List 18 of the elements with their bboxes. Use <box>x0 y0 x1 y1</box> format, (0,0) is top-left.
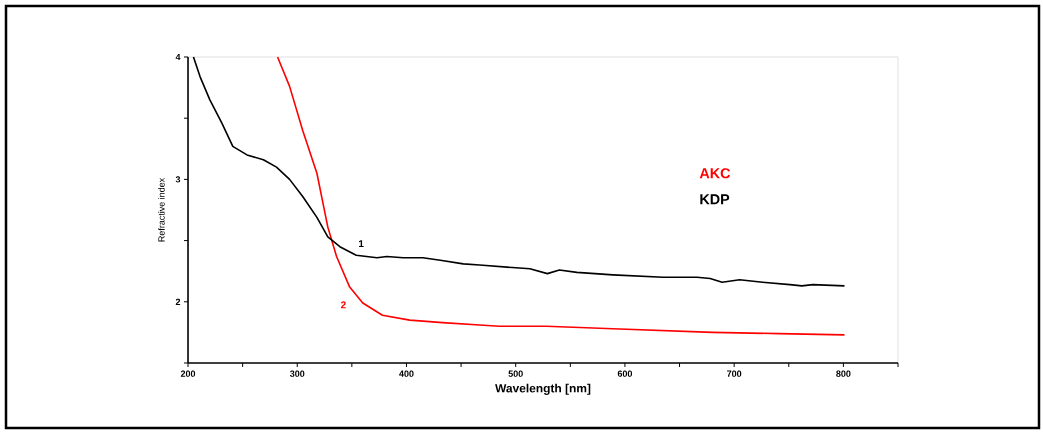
y-tick-label: 3 <box>175 176 181 183</box>
x-tick-label: 500 <box>508 370 523 377</box>
x-tick-label: 600 <box>617 370 633 377</box>
text: KDP <box>700 194 730 205</box>
y-axis-title: Refractive index <box>158 177 165 242</box>
x-axis-title: Wavelength [nm] <box>495 383 591 395</box>
line-series <box>192 56 846 287</box>
x-tick-label: 800 <box>836 370 851 377</box>
y-tick-label: 2 <box>175 298 181 305</box>
line-series <box>276 56 846 336</box>
x-tick-label: 700 <box>727 370 742 377</box>
x-tick-label: 400 <box>399 370 414 377</box>
text: AKC <box>699 168 731 179</box>
y-tick-label: 4 <box>175 53 181 61</box>
x-tick-label: 200 <box>180 370 196 377</box>
x-tick-label: 300 <box>289 370 305 377</box>
annotation: 1 <box>359 240 364 248</box>
annotation: 2 <box>340 301 346 309</box>
